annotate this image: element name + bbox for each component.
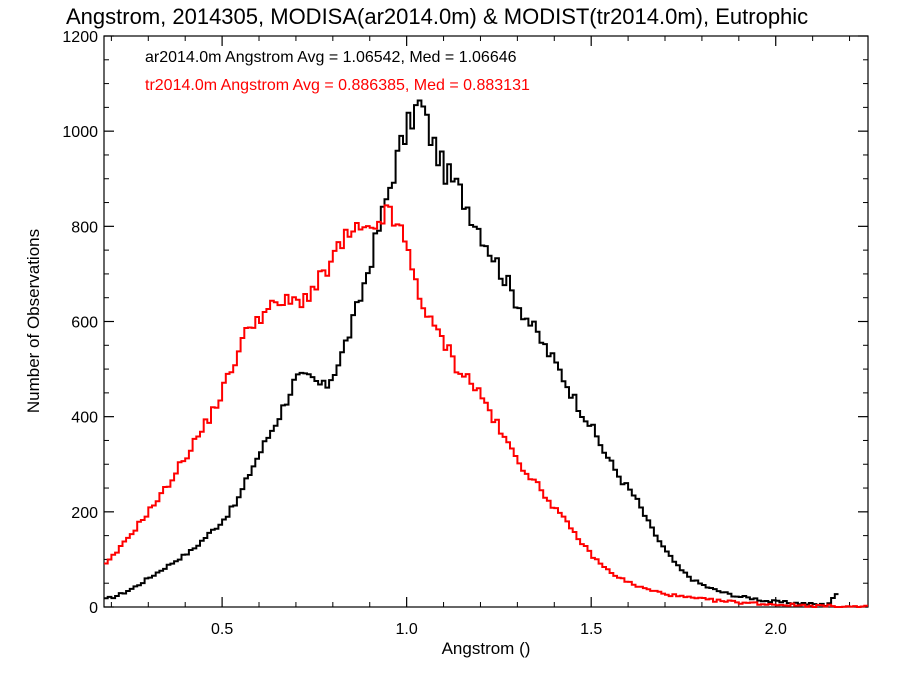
y-tick-label: 1200 <box>62 29 98 46</box>
x-tick-label: 2.0 <box>765 621 787 638</box>
series-line-tr2014.0m <box>104 204 868 608</box>
x-tick-label: 1.5 <box>580 621 602 638</box>
x-axis-label: Angstrom () <box>442 639 531 658</box>
y-tick-label: 600 <box>71 315 98 332</box>
series-annotation-ar2014: ar2014.0m Angstrom Avg = 1.06542, Med = … <box>145 49 517 66</box>
series-line-ar2014.0m <box>104 99 839 607</box>
plot-border <box>103 35 869 608</box>
series-layer <box>104 99 868 608</box>
x-tick-label: 0.5 <box>211 621 233 638</box>
y-tick-label: 0 <box>89 600 98 617</box>
y-tick-label: 1000 <box>62 124 98 141</box>
axis-ticks: 0.5 1.0 1.5 2.0 0 200 400 600 800 1000 1200 <box>62 29 868 638</box>
y-tick-label: 400 <box>71 410 98 427</box>
x-tick-label: 1.0 <box>396 621 418 638</box>
y-tick-label: 200 <box>71 505 98 522</box>
series-annotation-tr2014: tr2014.0m Angstrom Avg = 0.886385, Med =… <box>145 77 530 94</box>
y-tick-label: 800 <box>71 219 98 236</box>
y-axis-label: Number of Observations <box>24 229 43 413</box>
plot-frame <box>103 35 869 608</box>
chart-title: Angstrom, 2014305, MODISA(ar2014.0m) & M… <box>66 4 808 29</box>
